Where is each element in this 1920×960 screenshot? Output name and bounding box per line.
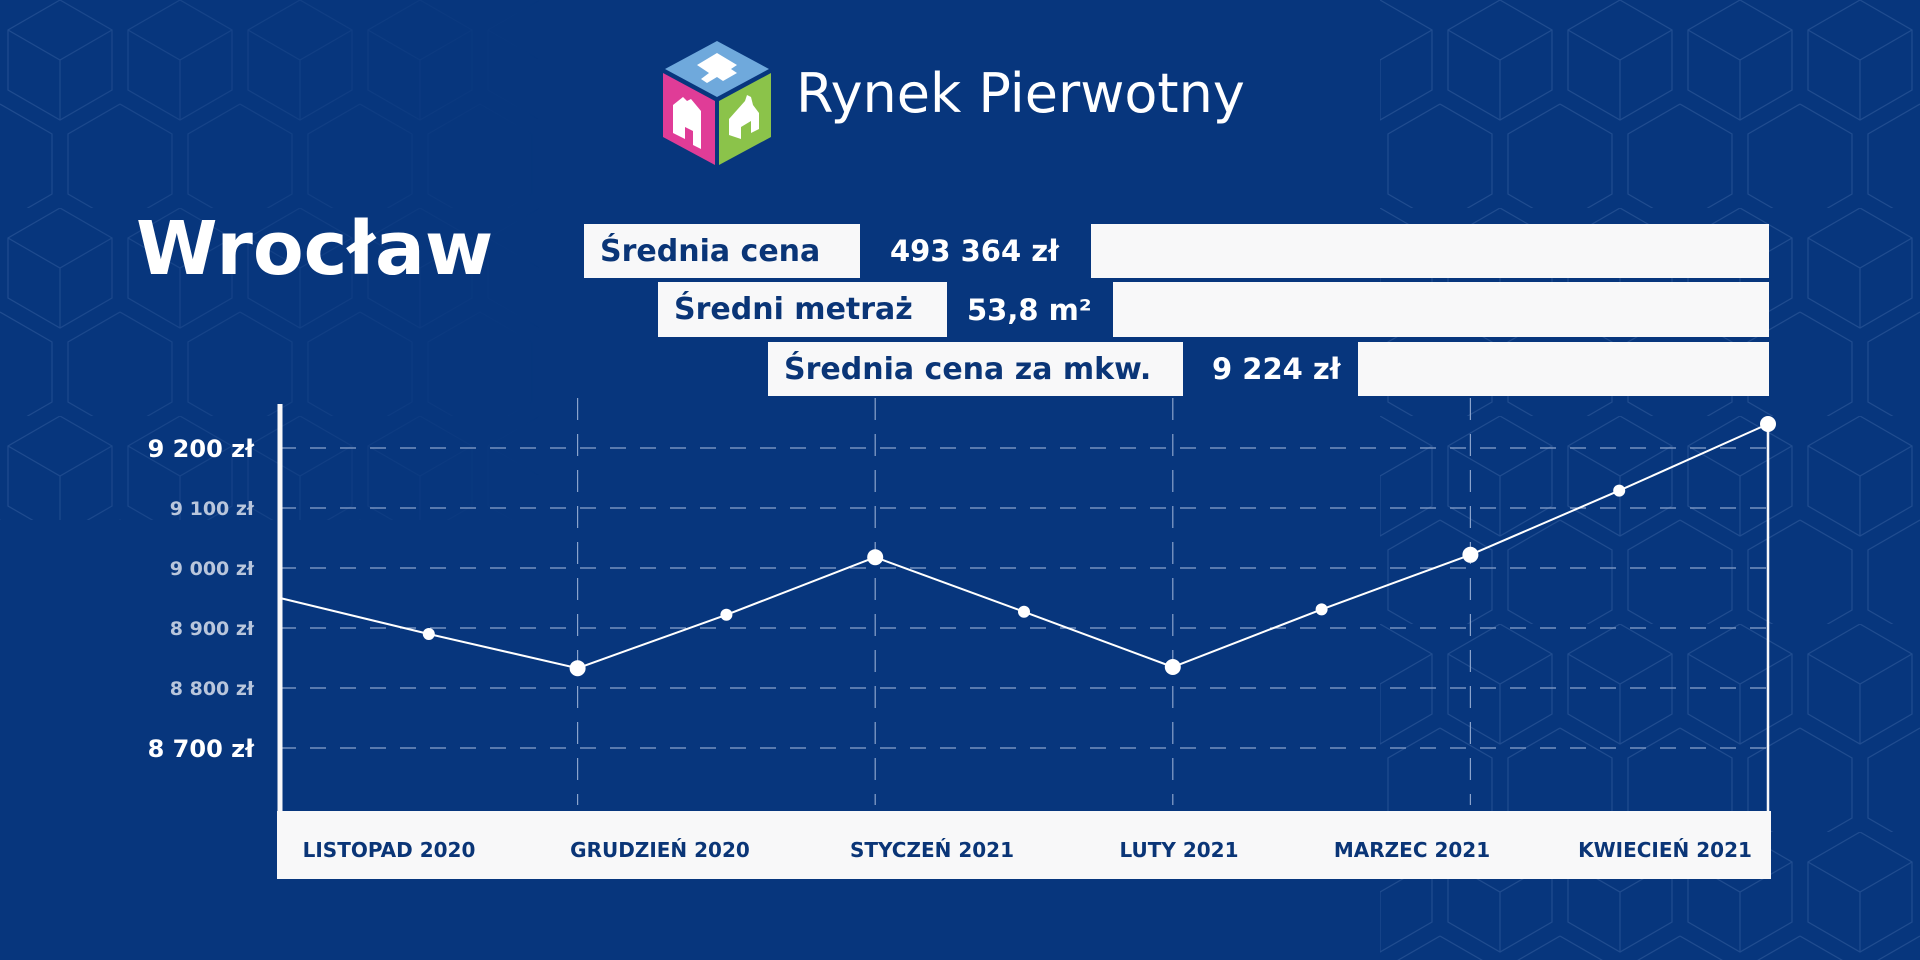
city-title: Wrocław: [136, 206, 494, 292]
stat-label: Średnia cena: [584, 224, 860, 278]
stat-bar: [1113, 282, 1769, 337]
x-tick-label: STYCZEŃ 2021: [850, 838, 1014, 862]
x-tick-label: KWIECIEŃ 2021: [1578, 838, 1752, 862]
x-tick-label: GRUDZIEŃ 2020: [570, 838, 750, 862]
data-point: [1315, 603, 1328, 616]
house-cube-logo: [663, 41, 771, 165]
y-tick-label: 8 800 zł: [170, 678, 255, 700]
data-point: [1018, 605, 1030, 618]
stat-label: Średni metraż: [658, 282, 947, 337]
stat-bar: [1358, 342, 1769, 396]
data-point: [1760, 416, 1776, 432]
brand-name: Rynek Pierwotny: [796, 62, 1245, 125]
y-tick-label: 8 900 zł: [170, 618, 255, 640]
data-point: [867, 549, 884, 566]
x-tick-label: MARZEC 2021: [1334, 838, 1490, 862]
y-tick-label: 9 100 zł: [170, 498, 255, 520]
data-point: [1613, 484, 1626, 497]
stat-value: 53,8 m²: [967, 292, 1092, 327]
data-point: [422, 628, 435, 640]
series-line: [279, 423, 1769, 670]
data-point: [569, 660, 586, 677]
stat-value: 493 364 zł: [890, 234, 1059, 268]
data-point: [1164, 659, 1181, 675]
x-axis-band: [277, 811, 1771, 879]
y-tick-label: 9 000 zł: [170, 558, 255, 580]
stat-value: 9 224 zł: [1212, 352, 1341, 386]
y-tick-label: 8 700 zł: [148, 735, 255, 763]
stat-bar: [1091, 224, 1769, 278]
x-tick-label: LUTY 2021: [1119, 838, 1238, 862]
x-tick-label: LISTOPAD 2020: [303, 838, 476, 862]
y-tick-label: 9 200 zł: [148, 435, 255, 463]
stat-label: Średnia cena za mkw.: [768, 342, 1183, 396]
data-point: [1462, 546, 1479, 563]
data-point: [720, 608, 733, 621]
